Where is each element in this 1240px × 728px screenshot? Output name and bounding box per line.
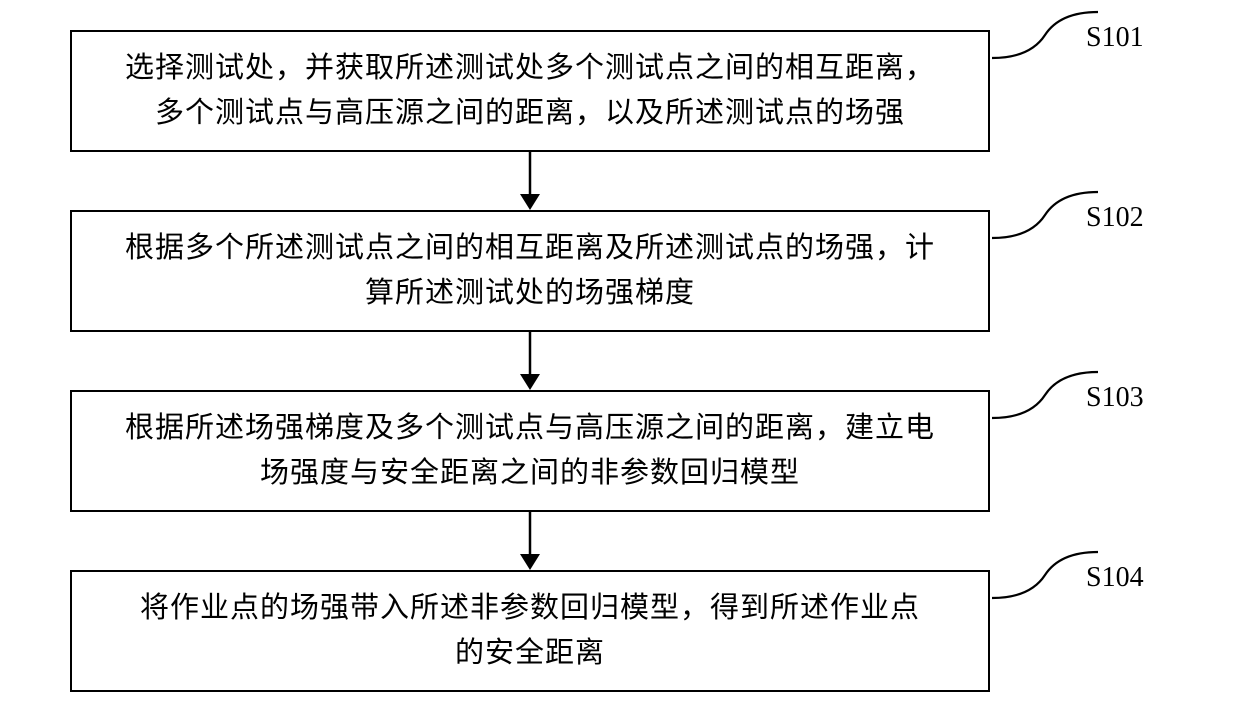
step-text-line: 根据多个所述测试点之间的相互距离及所述测试点的场强，计 (125, 226, 935, 271)
step-text-line: 场强度与安全距离之间的非参数回归模型 (260, 451, 800, 496)
flowchart-container: 选择测试处，并获取所述测试处多个测试点之间的相互距离， 多个测试点与高压源之间的… (70, 30, 1170, 692)
arrow-wrap (70, 512, 990, 570)
arrow-wrap (70, 152, 990, 210)
step-box-s102: 根据多个所述测试点之间的相互距离及所述测试点的场强，计 算所述测试处的场强梯度 (70, 210, 990, 332)
step-id-label: S104 (1086, 562, 1144, 594)
step-box-s103: 根据所述场强梯度及多个测试点与高压源之间的距离，建立电 场强度与安全距离之间的非… (70, 390, 990, 512)
flow-step: 选择测试处，并获取所述测试处多个测试点之间的相互距离， 多个测试点与高压源之间的… (70, 30, 1170, 152)
flow-step: 将作业点的场强带入所述非参数回归模型，得到所述作业点 的安全距离 S104 (70, 570, 1170, 692)
step-text-line: 根据所述场强梯度及多个测试点与高压源之间的距离，建立电 (125, 406, 935, 451)
step-box-s104: 将作业点的场强带入所述非参数回归模型，得到所述作业点 的安全距离 (70, 570, 990, 692)
bracket-icon (990, 190, 1100, 240)
flow-step: 根据多个所述测试点之间的相互距离及所述测试点的场强，计 算所述测试处的场强梯度 … (70, 210, 1170, 332)
step-label-wrap: S104 (990, 570, 1170, 620)
step-text-line: 将作业点的场强带入所述非参数回归模型，得到所述作业点 (140, 586, 920, 631)
step-id-label: S102 (1086, 202, 1144, 234)
step-id-label: S101 (1086, 22, 1144, 54)
step-label-wrap: S102 (990, 210, 1170, 260)
step-text-line: 选择测试处，并获取所述测试处多个测试点之间的相互距离， (125, 46, 935, 91)
arrow-wrap (70, 332, 990, 390)
step-text-line: 多个测试点与高压源之间的距离，以及所述测试点的场强 (155, 91, 905, 136)
arrow-down-icon (515, 332, 545, 390)
step-box-s101: 选择测试处，并获取所述测试处多个测试点之间的相互距离， 多个测试点与高压源之间的… (70, 30, 990, 152)
bracket-icon (990, 10, 1100, 60)
arrow-down-icon (515, 152, 545, 210)
bracket-icon (990, 550, 1100, 600)
arrow-down-icon (515, 512, 545, 570)
step-id-label: S103 (1086, 382, 1144, 414)
step-text-line: 的安全距离 (455, 631, 605, 676)
flow-step: 根据所述场强梯度及多个测试点与高压源之间的距离，建立电 场强度与安全距离之间的非… (70, 390, 1170, 512)
bracket-icon (990, 370, 1100, 420)
step-label-wrap: S101 (990, 30, 1170, 80)
step-label-wrap: S103 (990, 390, 1170, 440)
step-text-line: 算所述测试处的场强梯度 (365, 271, 695, 316)
